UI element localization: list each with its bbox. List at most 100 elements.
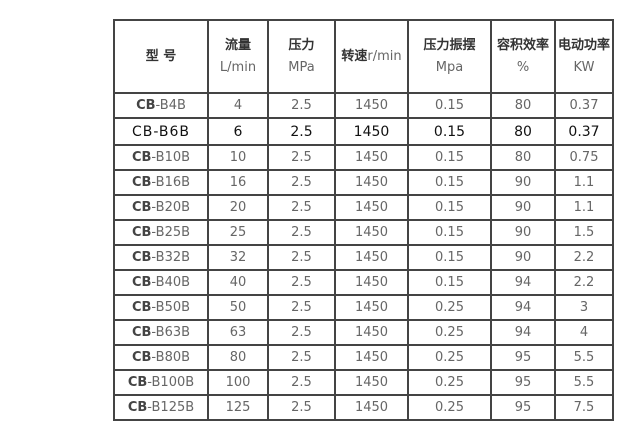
model-prefix: CB [131,150,152,165]
cell-flow: 40 [207,269,269,296]
table-row: CB-B50B 50 2.5 1450 0.25 94 3 [113,294,614,321]
model-suffix: -B80B [151,350,191,365]
cell-power: 3 [554,294,614,321]
cell-swing: 0.15 [407,169,492,196]
cell-flow: 125 [207,394,269,421]
cell-model: CB-B10B [113,144,209,171]
model-suffix: -B40B [151,275,191,290]
cell-flow: 6 [207,117,269,146]
cell-swing: 0.15 [407,144,492,171]
header-pressure-swing: 压力振摆 Mpa [407,19,492,94]
model-suffix: -B100B [147,375,195,390]
model-suffix: -B6B [153,123,191,140]
cell-model: CB-B80B [113,344,209,371]
header-unit: MPa [288,59,315,75]
model-prefix: CB [131,123,154,140]
header-label: 流量 [224,37,251,53]
cell-swing: 0.25 [407,344,492,371]
cell-pressure: 2.5 [267,294,336,321]
cell-swing: 0.25 [407,369,492,396]
header-unit: r/min [367,48,402,64]
cell-eff: 90 [490,244,556,271]
header-unit: % [516,59,530,75]
cell-flow: 25 [207,219,269,246]
cell-flow: 20 [207,194,269,221]
table-row: CB-B100B 100 2.5 1450 0.25 95 5.5 [113,369,614,396]
header-unit: KW [573,59,595,75]
cell-model: CB-B32B [113,244,209,271]
cell-speed: 1450 [334,144,409,171]
table-row: CB-B125B 125 2.5 1450 0.25 95 7.5 [113,394,614,421]
cell-pressure: 2.5 [267,194,336,221]
cell-model: CB-B125B [113,394,209,421]
cell-speed: 1450 [334,319,409,346]
model-suffix: -B50B [151,300,191,315]
cell-power: 2.2 [554,244,614,271]
cell-speed: 1450 [334,194,409,221]
cell-model: CB-B25B [113,219,209,246]
model-prefix: CB [131,275,152,290]
cell-power: 1.1 [554,169,614,196]
header-label: 压力振摆 [423,37,476,53]
cell-eff: 94 [490,319,556,346]
cell-flow: 63 [207,319,269,346]
cell-flow: 100 [207,369,269,396]
cell-pressure: 2.5 [267,92,336,119]
model-prefix: CB [131,250,152,265]
cell-pressure: 2.5 [267,169,336,196]
cell-power: 7.5 [554,394,614,421]
header-label: 电动功率 [557,37,610,53]
cell-pressure: 2.5 [267,269,336,296]
cell-power: 4 [554,319,614,346]
model-prefix: CB [131,225,152,240]
cell-eff: 90 [490,219,556,246]
cell-swing: 0.15 [407,92,492,119]
table-row: CB-B40B 40 2.5 1450 0.15 94 2.2 [113,269,614,296]
model-suffix: -B63B [151,325,191,340]
cell-model: CB-B50B [113,294,209,321]
model-prefix: CB [131,300,152,315]
header-volumetric-efficiency: 容积效率% [490,19,556,94]
model-suffix: -B10B [151,150,191,165]
cell-power: 1.1 [554,194,614,221]
cell-speed: 1450 [334,369,409,396]
table-row: CB-B10B 10 2.5 1450 0.15 80 0.75 [113,144,614,171]
cell-model: CB-B20B [113,194,209,221]
cell-flow: 16 [207,169,269,196]
table-row: CB-B25B 25 2.5 1450 0.15 90 1.5 [113,219,614,246]
model-suffix: -B20B [151,200,191,215]
cell-flow: 50 [207,294,269,321]
cell-eff: 80 [490,92,556,119]
header-unit: L/min [219,59,257,75]
model-prefix: CB [127,400,148,415]
cell-power: 5.5 [554,344,614,371]
model-prefix: CB [136,98,156,113]
pump-spec-table: 型 号 流量 L/min 压力 MPa 转速r/min 压力振摆 Mpa 容积效率% … [113,19,614,421]
model-suffix: -B32B [151,250,191,265]
cell-flow: 80 [207,344,269,371]
model-prefix: CB [131,200,152,215]
table-row: CB-B20B 20 2.5 1450 0.15 90 1.1 [113,194,614,221]
cell-eff: 90 [490,169,556,196]
model-suffix: -B125B [147,400,195,415]
cell-model: CB-B63B [113,319,209,346]
cell-pressure: 2.5 [267,319,336,346]
cell-eff: 95 [490,394,556,421]
model-prefix: CB [131,325,152,340]
cell-swing: 0.15 [407,117,492,146]
cell-swing: 0.15 [407,269,492,296]
cell-speed: 1450 [334,344,409,371]
cell-speed: 1450 [334,244,409,271]
cell-eff: 94 [490,294,556,321]
cell-eff: 80 [490,117,556,146]
cell-speed: 1450 [334,169,409,196]
cell-pressure: 2.5 [267,144,336,171]
cell-speed: 1450 [334,92,409,119]
cell-speed: 1450 [334,394,409,421]
cell-power: 0.37 [554,92,614,119]
cell-eff: 80 [490,144,556,171]
cell-pressure: 2.5 [267,219,336,246]
header-flow: 流量 L/min [207,19,269,94]
cell-power: 1.5 [554,219,614,246]
cell-power: 2.2 [554,269,614,296]
